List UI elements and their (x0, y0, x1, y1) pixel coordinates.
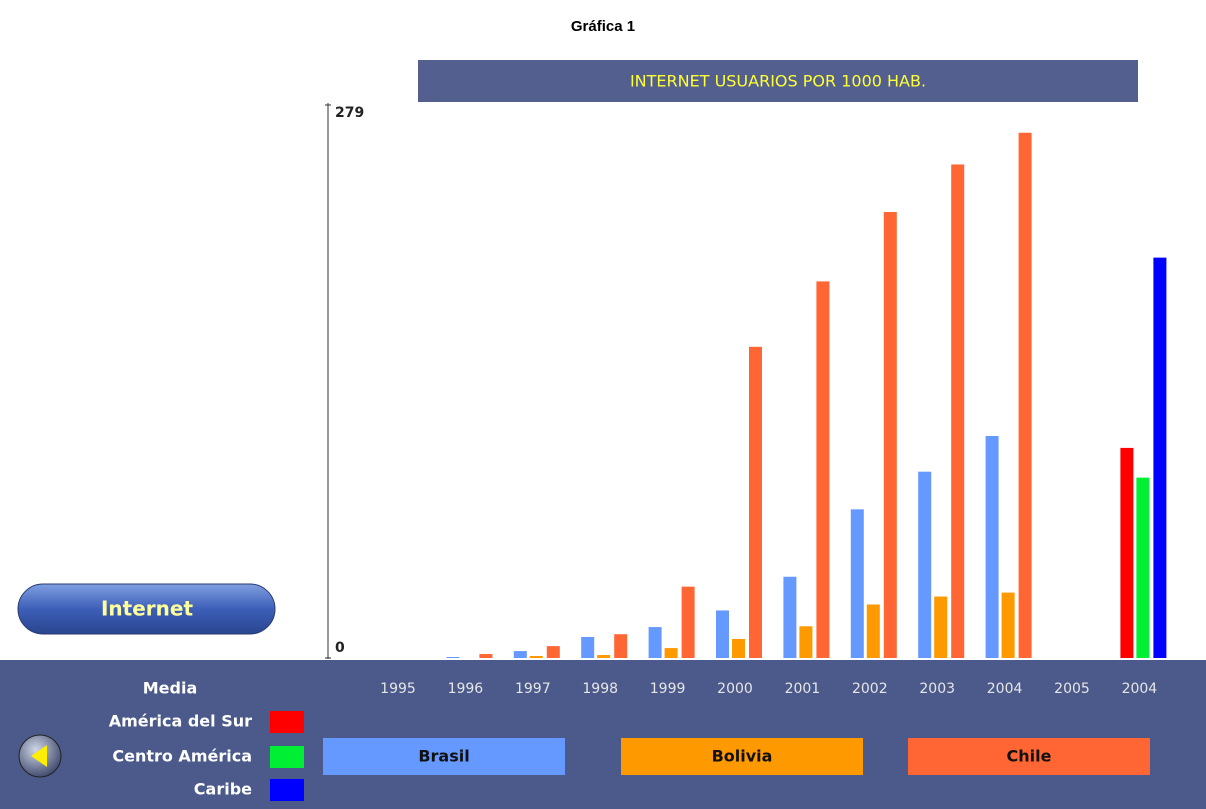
region-legend-label: Centro América (112, 747, 252, 766)
bar (546, 646, 560, 658)
bar (513, 651, 527, 658)
bar (799, 626, 813, 658)
arrow[interactable] (31, 745, 47, 767)
y-tick-label: 0 (335, 640, 345, 656)
legend-label[interactable]: Chile (1007, 747, 1052, 766)
bar (1120, 447, 1134, 658)
x-tick-label: 2004 (987, 681, 1023, 697)
x-tick-label: 2000 (717, 681, 753, 697)
bar (529, 656, 543, 658)
x-tick-label: 1995 (380, 681, 416, 697)
legend-button[interactable] (621, 738, 863, 775)
x-tick-label: 1997 (515, 681, 551, 697)
x-tick-label: 2003 (919, 681, 955, 697)
button-label[interactable]: Internet (101, 597, 193, 621)
title-bar (418, 60, 1138, 102)
internet-button[interactable]: Internet (17, 583, 276, 635)
x-tick-label: 1996 (448, 681, 484, 697)
x-tick-label: 2002 (852, 681, 888, 697)
bar (985, 436, 999, 658)
legend-label[interactable]: Brasil (418, 747, 469, 766)
x-tick-label: 2001 (785, 681, 821, 697)
bar (597, 655, 611, 658)
bar (816, 281, 830, 658)
bar (664, 648, 678, 658)
bar (681, 586, 695, 658)
bar (581, 636, 595, 658)
bar (1001, 592, 1015, 658)
bar (850, 509, 864, 658)
bar (732, 638, 745, 658)
bar (883, 212, 897, 658)
region-swatch (270, 746, 304, 768)
button-shape[interactable] (17, 583, 276, 635)
bar (614, 634, 628, 658)
bar (648, 627, 662, 658)
bar (918, 471, 932, 658)
bar (1136, 477, 1150, 658)
region-swatch (270, 779, 304, 801)
bar (716, 610, 729, 658)
region-legend-label: América del Sur (109, 712, 252, 731)
bar (951, 164, 965, 658)
region-swatch (270, 711, 304, 733)
bar (1153, 257, 1167, 658)
bar (1018, 132, 1032, 659)
bar (479, 654, 493, 658)
region-legend-label: Caribe (194, 780, 252, 799)
bar (749, 346, 762, 658)
bar (783, 576, 797, 658)
bottom-panel (0, 660, 1206, 809)
bar (934, 596, 948, 658)
bar (866, 604, 880, 658)
back-button[interactable] (18, 734, 62, 778)
y-tick-label: 279 (335, 105, 364, 121)
x-tick-label: 2005 (1054, 681, 1090, 697)
x-tick-label: 1998 (582, 681, 618, 697)
legend-label[interactable]: Bolivia (712, 747, 773, 766)
legend-button[interactable] (323, 738, 565, 775)
legend-button[interactable] (908, 738, 1150, 775)
legend-title: Media (143, 679, 198, 698)
x-tick-label: 2004 (1122, 681, 1158, 697)
heading: Gráfica 1 (571, 18, 635, 35)
x-tick-label: 1999 (650, 681, 686, 697)
bar (446, 657, 460, 658)
chart-title: INTERNET USUARIOS POR 1000 HAB. (630, 72, 926, 91)
